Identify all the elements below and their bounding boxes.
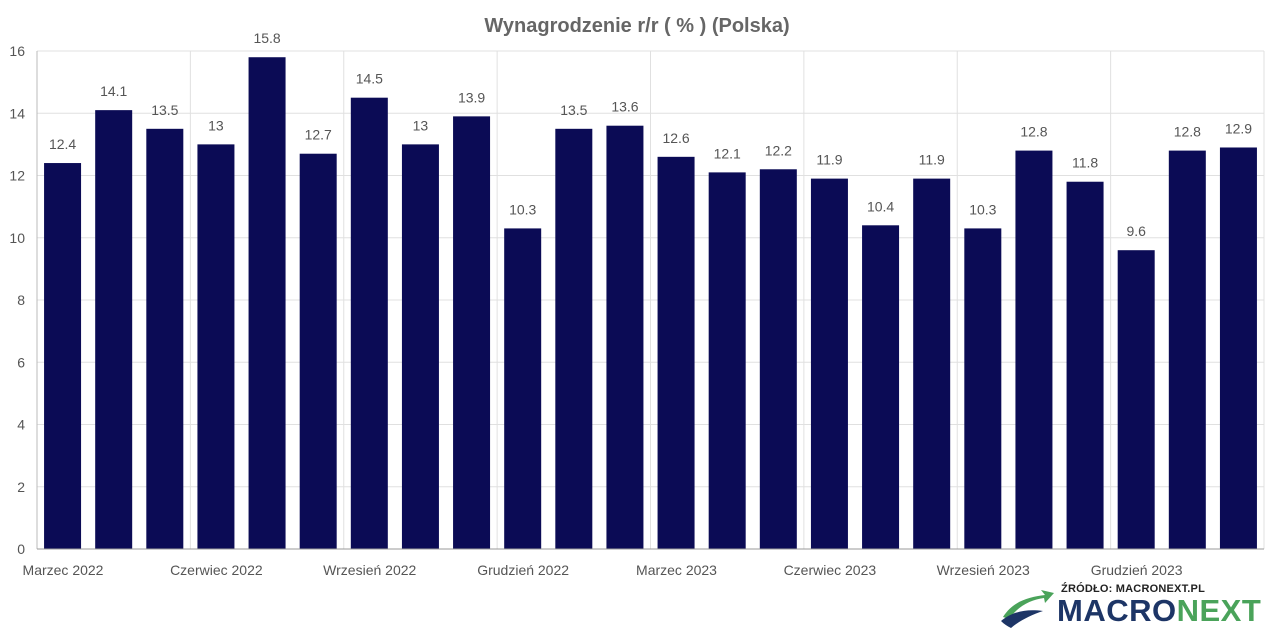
data-label: 12.2 [765, 142, 792, 158]
logo-text-next: NEXT [1176, 593, 1262, 628]
data-label: 10.3 [969, 201, 996, 217]
bar [504, 228, 542, 549]
axes-group: 0 2 4 6 8 10 12 14 16 Marzec 2022 Czerwiec 2022 Wrz… [9, 43, 1264, 578]
bar [95, 110, 133, 549]
bar [453, 116, 491, 550]
x-tick-label: Wrzesień 2023 [937, 562, 1030, 578]
x-tick-label: Czerwiec 2022 [170, 562, 263, 578]
x-tick-label: Marzec 2022 [23, 562, 104, 578]
x-tick-label: Czerwiec 2023 [784, 562, 877, 578]
data-label: 10.4 [867, 198, 894, 214]
data-label: 12.4 [49, 136, 76, 152]
data-label: 12.8 [1020, 124, 1047, 140]
bar [606, 125, 644, 549]
logo-text-macro: MACRO [1057, 593, 1177, 628]
data-label: 13.9 [458, 89, 485, 105]
data-label: 12.6 [662, 130, 689, 146]
macronext-logo: MACRONEXT [1057, 593, 1261, 629]
data-labels-group: 12.4 14.1 13.5 13 15.8 12.7 14.5 13 13.9 10.3 13.5… [49, 30, 1252, 239]
bar [146, 128, 184, 549]
bar [248, 57, 286, 549]
bar [1015, 150, 1053, 549]
data-label: 15.8 [253, 30, 280, 46]
data-label: 10.3 [509, 201, 536, 217]
bar [44, 163, 82, 550]
grid-lines [36, 50, 1265, 550]
y-tick-label: 10 [9, 230, 25, 246]
chart-title: Wynagrodzenie r/r ( % ) (Polska) [484, 15, 789, 37]
macronext-logo-icon [1001, 590, 1054, 628]
x-tick-label: Wrzesień 2022 [323, 562, 416, 578]
y-tick-label: 6 [17, 354, 25, 370]
data-label: 13.5 [151, 102, 178, 118]
data-label: 13 [413, 117, 429, 133]
bar [401, 144, 439, 549]
y-tick-label: 8 [17, 292, 25, 308]
x-tick-label: Grudzień 2022 [477, 562, 569, 578]
y-tick-label: 14 [9, 105, 25, 121]
y-tick-label: 16 [9, 43, 25, 59]
bar [708, 172, 746, 549]
y-tick-label: 2 [17, 479, 25, 495]
bar [1066, 181, 1104, 549]
bar [1168, 150, 1206, 549]
data-label: 13 [208, 117, 224, 133]
data-label: 14.5 [356, 71, 383, 87]
bar [350, 97, 388, 549]
data-label: 9.6 [1126, 223, 1146, 239]
data-label: 12.7 [305, 127, 332, 143]
bar [197, 144, 235, 549]
source-credit: ŹRÓDŁO: MACRONEXT.PL MACRONEXT [999, 583, 1261, 631]
data-label: 13.6 [611, 99, 638, 115]
y-tick-label: 4 [17, 417, 25, 433]
y-tick-label: 12 [9, 168, 25, 184]
bar [1117, 250, 1155, 549]
bar [299, 153, 337, 549]
source-text: ŹRÓDŁO: MACRONEXT.PL [1061, 583, 1205, 595]
x-tick-label: Grudzień 2023 [1091, 562, 1183, 578]
bars-group [44, 57, 1257, 550]
bar [555, 128, 593, 549]
bar [913, 178, 951, 550]
y-tick-label: 0 [17, 541, 25, 557]
data-label: 14.1 [100, 83, 127, 99]
bar [657, 156, 695, 549]
data-label: 12.8 [1174, 124, 1201, 140]
bar [1219, 147, 1257, 550]
bar [862, 225, 900, 550]
data-label: 11.9 [816, 152, 842, 168]
data-label: 13.5 [560, 102, 587, 118]
data-label: 11.8 [1072, 155, 1098, 171]
data-label: 11.9 [919, 152, 945, 168]
bar [964, 228, 1002, 549]
bar [759, 169, 797, 549]
bar [810, 178, 848, 550]
x-tick-label: Marzec 2023 [636, 562, 717, 578]
data-label: 12.9 [1225, 120, 1252, 136]
data-label: 12.1 [714, 145, 741, 161]
